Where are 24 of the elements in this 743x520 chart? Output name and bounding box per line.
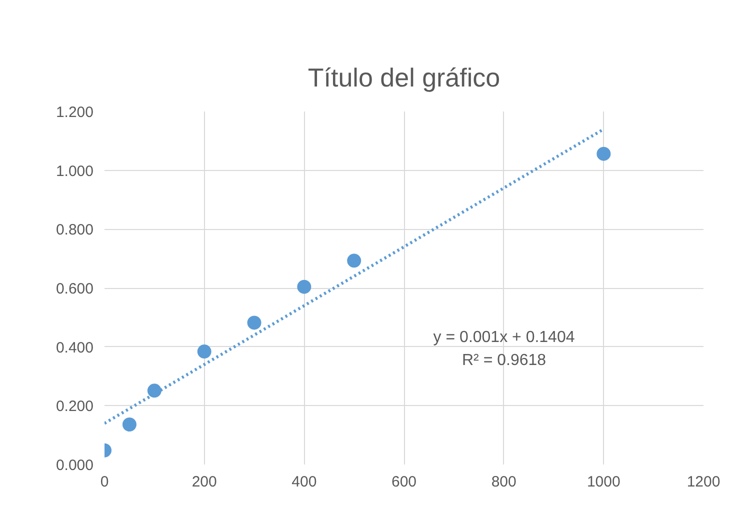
annotation: R² = 0.9618 [462,352,546,369]
y-tick-label: 1.000 [56,162,94,180]
x-tick-label: 800 [491,474,516,490]
annotation: y = 0.001x + 0.1404 [433,328,575,346]
x-tick-label: 600 [391,474,417,490]
point [297,280,312,294]
point [122,418,136,432]
y-tick-label: 0.600 [56,280,94,298]
x-tick-label: 0 [100,474,109,490]
x-tick-label: 400 [292,474,317,490]
x-tick-label: 1200 [686,474,720,490]
point [197,344,212,359]
y-tick-label: 1.200 [56,104,94,121]
x-tick-label: 1000 [586,474,620,490]
point [147,384,162,398]
point [596,146,611,161]
y-tick-label: 0.400 [56,339,94,356]
y-tick-label: 0.800 [56,222,94,239]
chart-title: Título del gráfico [308,62,500,92]
point [247,316,262,330]
y-tick-label: 0.000 [56,457,94,474]
x-tick-label: 200 [192,474,217,490]
y-tick-label: 0.200 [56,398,94,416]
point [347,254,362,268]
